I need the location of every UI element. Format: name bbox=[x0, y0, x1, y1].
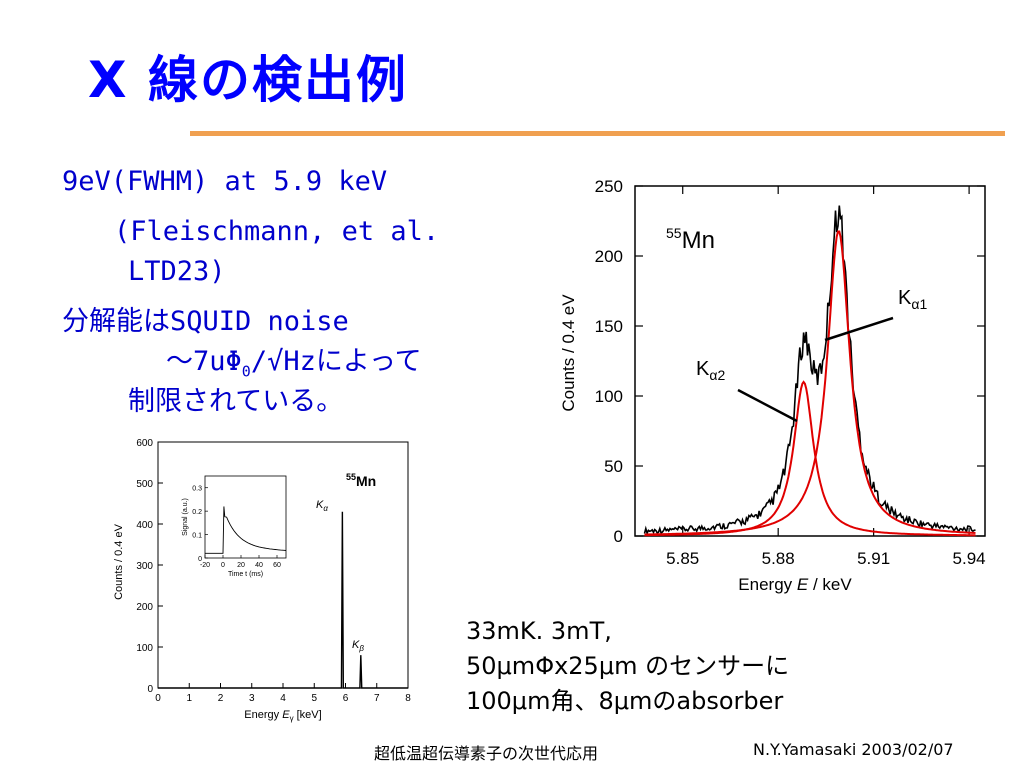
x-tick-label: 3 bbox=[249, 693, 255, 704]
bullet-limit-cont: 制限されている。 bbox=[128, 386, 344, 417]
element-label: 55Mn bbox=[666, 225, 715, 254]
y-tick-label: 300 bbox=[136, 561, 153, 572]
fit-curve-ka1 bbox=[644, 230, 976, 536]
inset-frame bbox=[204, 475, 287, 559]
ka1-pointer bbox=[824, 316, 894, 342]
y-axis-label-small: Counts / 0.4 eV bbox=[113, 523, 125, 599]
y-tick-label: 500 bbox=[136, 479, 153, 490]
footer-author-date: N.Y.Yamasaki 2003/02/07 bbox=[753, 740, 954, 759]
inset-x-tick-label: 60 bbox=[273, 562, 281, 569]
bullet-reference-cont: LTD23) bbox=[128, 256, 226, 287]
ka1-label: Kα1 bbox=[898, 287, 927, 312]
y-tick-label: 600 bbox=[136, 438, 153, 449]
sensor-caption: 33mK. 3mT, 50μmΦx25μm のセンサーに 100μm角、8μmの… bbox=[466, 614, 789, 718]
footer-title: 超低温超伝導素子の次世代応用 bbox=[374, 744, 599, 763]
plot-frame bbox=[634, 185, 986, 537]
wide-spectrum-line bbox=[158, 511, 408, 689]
y-tick-label: 250 bbox=[595, 177, 623, 196]
inset-x-tick-label: 20 bbox=[237, 562, 245, 569]
x-tick-label: 0 bbox=[155, 693, 161, 704]
y-tick-label: 200 bbox=[595, 247, 623, 266]
x-tick-label: 1 bbox=[186, 693, 192, 704]
element-label-small: 55Mn bbox=[346, 472, 376, 489]
inset-x-tick-label: -20 bbox=[200, 562, 210, 569]
x-tick-label: 8 bbox=[405, 693, 411, 704]
x-tick-label: 5 bbox=[311, 693, 317, 704]
inset-pulse-line bbox=[205, 506, 287, 554]
title-underline bbox=[190, 131, 1005, 136]
inset-y-tick-label: 0 bbox=[198, 556, 202, 563]
ka2-label: Kα2 bbox=[696, 358, 725, 383]
inset-y-tick-label: 0.2 bbox=[192, 509, 202, 516]
y-tick-label: 100 bbox=[595, 387, 623, 406]
inset-y-label: Signal (a.u.) bbox=[182, 498, 189, 536]
x-axis-label: Energy E / keV bbox=[738, 575, 852, 594]
x-tick-label: 5.85 bbox=[666, 549, 699, 568]
measured-spectrum-line bbox=[643, 205, 976, 536]
chart-kalpha-spectrum: 0 50 100 150 200 250 5.85 5.88 5.91 5.94 55Mn Kα1… bbox=[559, 177, 986, 594]
inset-x-tick-label: 0 bbox=[221, 562, 225, 569]
x-tick-label: 5.94 bbox=[953, 549, 986, 568]
x-tick-label: 6 bbox=[343, 693, 349, 704]
y-tick-label: 200 bbox=[136, 602, 153, 613]
x-tick-label: 2 bbox=[218, 693, 224, 704]
caption-conditions: 33mK. 3mT, bbox=[466, 617, 612, 645]
y-tick-label: 50 bbox=[604, 457, 623, 476]
inset-y-tick-label: 0.3 bbox=[192, 486, 202, 493]
caption-absorber: 100μm角、8μmのabsorber bbox=[466, 686, 784, 715]
x-tick-label: 4 bbox=[280, 693, 286, 704]
fit-curve-ka2 bbox=[644, 380, 976, 537]
x-tick-label: 5.91 bbox=[857, 549, 890, 568]
slide-title: X 線の検出例 bbox=[88, 51, 408, 109]
y-tick-label: 150 bbox=[595, 317, 623, 336]
y-tick-label: 400 bbox=[136, 520, 153, 531]
x-tick-label: 5.88 bbox=[762, 549, 795, 568]
bullet-limit: 分解能はSQUID noise bbox=[62, 306, 349, 337]
ka-label: Kα bbox=[316, 499, 328, 513]
inset-x-label: Time t (ms) bbox=[228, 571, 263, 578]
ka2-pointer bbox=[737, 388, 798, 423]
bullet-resolution: 9eV(FWHM) at 5.9 keV bbox=[62, 166, 388, 197]
caption-sensor: 50μmΦx25μm のセンサーに bbox=[466, 651, 790, 680]
y-tick-label: 0 bbox=[614, 527, 623, 546]
y-tick-label: 100 bbox=[136, 643, 153, 654]
inset-x-tick-label: 40 bbox=[255, 562, 263, 569]
x-tick-label: 7 bbox=[374, 693, 380, 704]
kb-label: Kβ bbox=[352, 639, 364, 653]
bullet-reference: (Fleischmann, et al. bbox=[114, 216, 440, 247]
y-tick-label: 0 bbox=[147, 684, 153, 695]
bullet-noise-value: ～7uΦ0/√Hzによって bbox=[166, 346, 422, 381]
x-axis-label-small: Energy Eγ [keV] bbox=[244, 709, 321, 723]
inset-y-tick-label: 0.1 bbox=[192, 533, 202, 540]
y-axis-label: Counts / 0.4 eV bbox=[559, 294, 578, 412]
